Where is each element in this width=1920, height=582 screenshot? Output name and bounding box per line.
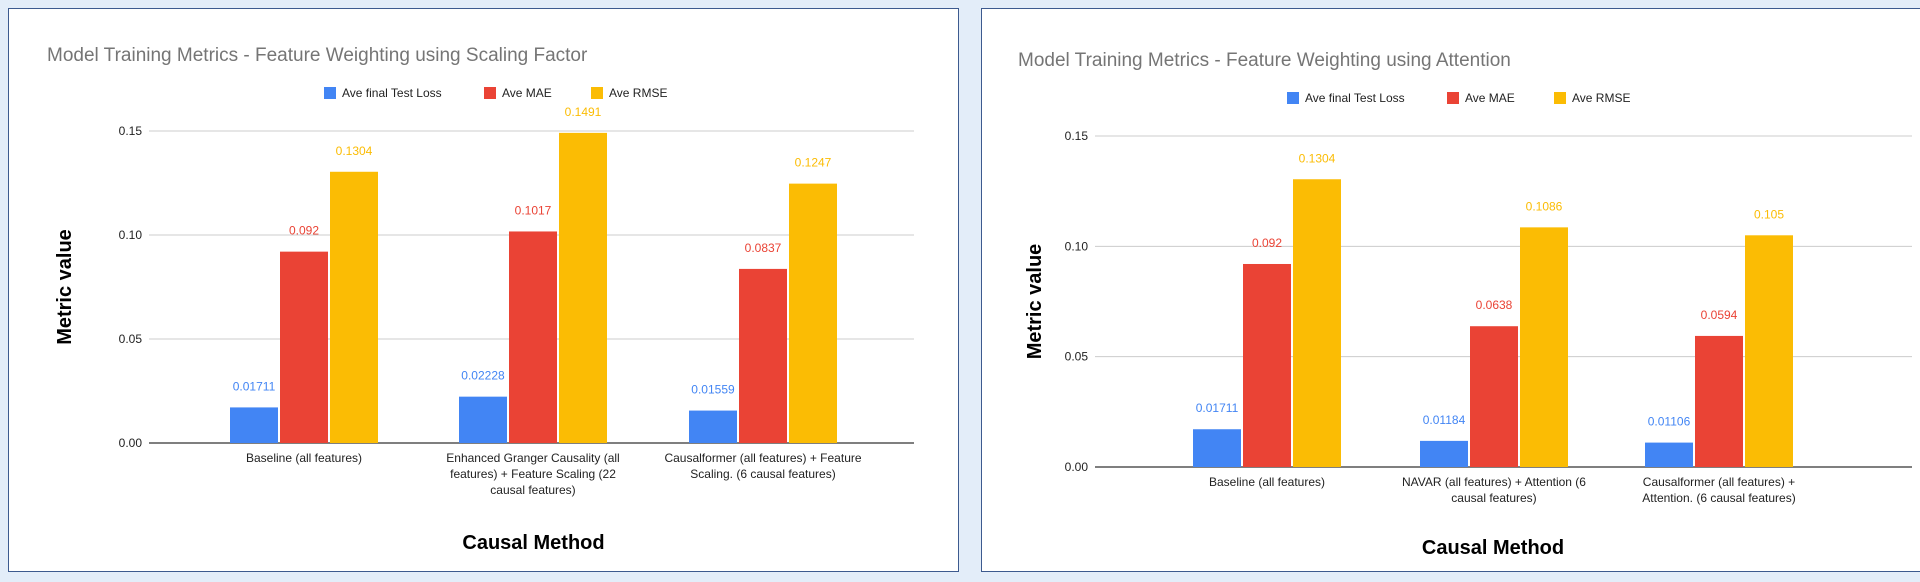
bar [330,171,378,443]
bar [1193,429,1241,467]
data-label: 0.01711 [233,379,276,393]
data-label: 0.1247 [795,156,832,170]
bar [1745,235,1793,467]
bar [559,132,607,443]
legend-swatch-3 [1554,92,1566,104]
legend-label-2: Ave MAE [502,86,552,100]
y-tick-label: 0.10 [119,228,143,242]
x-category-label: causal features) [490,483,575,497]
data-label: 0.1086 [1526,199,1563,213]
x-category-label: Causalformer (all features) + Feature [664,451,861,465]
x-category-label: Baseline (all features) [1209,475,1325,489]
data-label: 0.0837 [745,241,782,255]
x-category-label: Causalformer (all features) + [1643,475,1795,489]
legend-label-3: Ave RMSE [1572,91,1630,105]
x-axis-title: Causal Method [462,532,604,554]
legend-label-3: Ave RMSE [609,86,667,100]
x-category-label: Scaling. (6 causal features) [690,467,835,481]
x-category-label: NAVAR (all features) + Attention (6 [1402,475,1586,489]
legend-label-1: Ave final Test Loss [1305,91,1405,105]
data-label: 0.1304 [1299,151,1336,165]
x-axis-title: Causal Method [1422,537,1564,559]
bar [1520,227,1568,467]
chart-title: Model Training Metrics - Feature Weighti… [47,45,588,66]
x-category-label: features) + Feature Scaling (22 [450,467,616,481]
chart-title: Model Training Metrics - Feature Weighti… [1018,50,1511,71]
data-label: 0.1017 [515,203,552,217]
data-label: 0.01711 [1196,401,1239,415]
y-axis-title: Metric value [1024,244,1046,360]
legend-swatch-3 [591,87,603,99]
data-label: 0.01559 [691,383,735,397]
legend-swatch-1 [1287,92,1299,104]
legend-swatch-2 [484,87,496,99]
y-tick-label: 0.00 [1065,460,1089,474]
chart-scaling-factor: Model Training Metrics - Feature Weighti… [47,45,914,554]
x-category-label: causal features) [1451,491,1536,505]
data-label: 0.0638 [1476,298,1513,312]
y-tick-label: 0.05 [119,332,143,346]
y-tick-label: 0.10 [1065,239,1089,253]
chart-panel-attention: Model Training Metrics - Feature Weighti… [981,8,1920,572]
data-label: 0.0594 [1701,308,1738,322]
data-label: 0.01106 [1648,415,1691,429]
bar [1420,440,1468,467]
y-tick-label: 0.15 [1065,129,1089,143]
data-label: 0.1304 [336,144,373,158]
bar [1470,326,1518,467]
bar [1293,179,1341,467]
chart-attention: Model Training Metrics - Feature Weighti… [1018,50,1912,559]
y-tick-label: 0.15 [119,124,143,138]
legend-label-1: Ave final Test Loss [342,86,442,100]
y-axis-title: Metric value [54,229,76,345]
bar [739,268,787,443]
legend-swatch-2 [1447,92,1459,104]
legend-label-2: Ave MAE [1465,91,1515,105]
data-label: 0.092 [1252,236,1282,250]
bar [689,410,737,443]
legend-swatch-1 [324,87,336,99]
data-label: 0.105 [1754,207,1784,221]
bar [230,407,278,443]
bar [459,396,507,443]
bar [1645,442,1693,467]
bar [1243,263,1291,467]
data-label: 0.01184 [1423,413,1466,427]
x-category-label: Attention. (6 causal features) [1642,491,1795,505]
data-label: 0.1491 [565,105,602,119]
bar [789,183,837,443]
x-category-label: Enhanced Granger Causality (all [446,451,619,465]
y-tick-label: 0.05 [1065,350,1089,364]
chart-panel-scaling-factor: Model Training Metrics - Feature Weighti… [8,8,959,572]
bar [1695,335,1743,467]
data-label: 0.02228 [461,369,505,383]
x-category-label: Baseline (all features) [246,451,362,465]
y-tick-label: 0.00 [119,436,143,450]
bar [509,231,557,443]
bar [280,251,328,443]
data-label: 0.092 [289,224,319,238]
